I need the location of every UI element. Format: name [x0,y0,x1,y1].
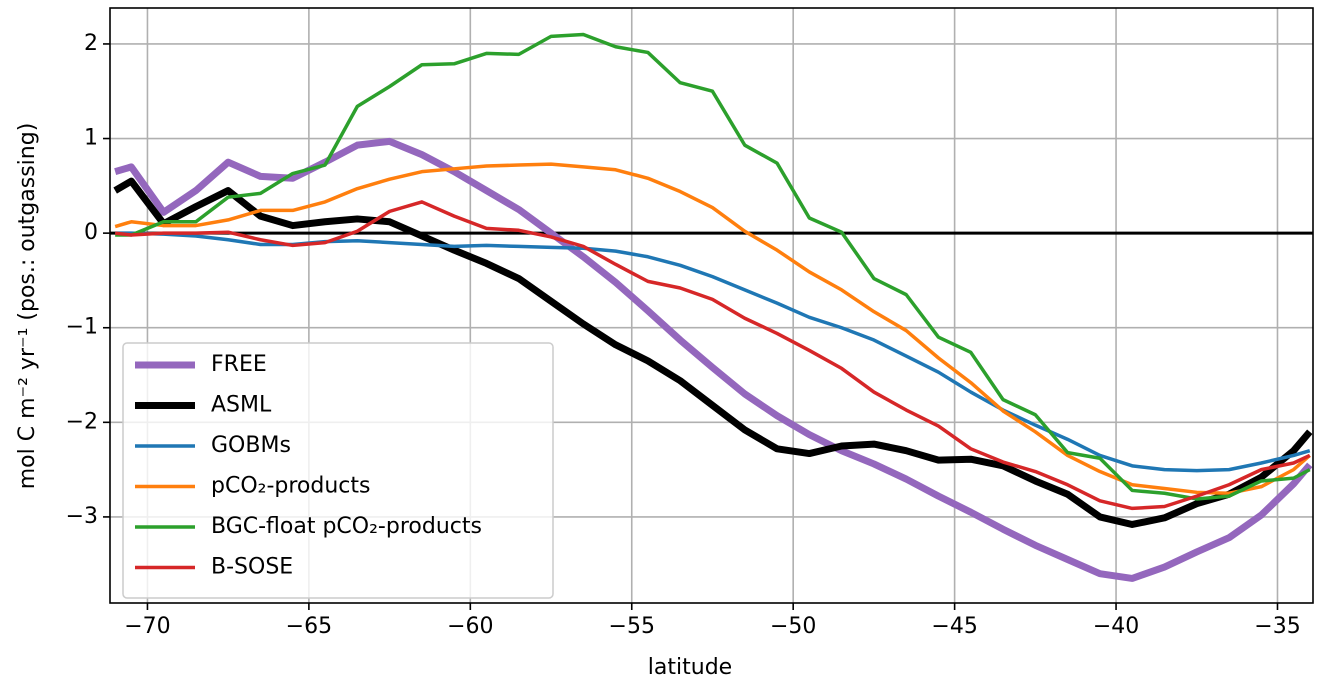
legend-label: ASML [211,393,272,418]
series-line [115,32,1311,501]
x-tick-label: −65 [286,614,332,639]
x-tick-label: −45 [931,614,977,639]
x-axis-label: latitude [648,655,732,680]
x-tick-label: −55 [609,614,655,639]
series-line [114,137,1313,582]
legend-box [122,342,554,599]
y-tick-label: −3 [66,504,98,529]
y-tick-label: −2 [66,409,98,434]
series-line [113,177,1313,528]
y-tick-label: 2 [84,31,98,56]
legend-label: BGC-float pCO₂-products [211,514,482,539]
y-tick-label: −1 [66,315,98,340]
legend-label: B-SOSE [211,555,293,580]
legend-label: GOBMs [211,433,291,458]
x-tick-label: −70 [124,614,170,639]
plot-frame [109,7,1314,604]
y-tick-label: 1 [84,126,98,151]
legend-label: pCO₂-products [211,474,370,499]
x-tick-label: −40 [1093,614,1139,639]
x-tick-label: −35 [1254,614,1300,639]
y-axis-label: mol C m⁻² yr⁻¹ (pos.: outgassing) [15,123,40,490]
legend-label: FREE [211,352,267,377]
x-tick-label: −50 [770,614,816,639]
x-tick-label: −60 [447,614,493,639]
series-line [114,200,1311,511]
y-tick-label: 0 [84,220,98,245]
